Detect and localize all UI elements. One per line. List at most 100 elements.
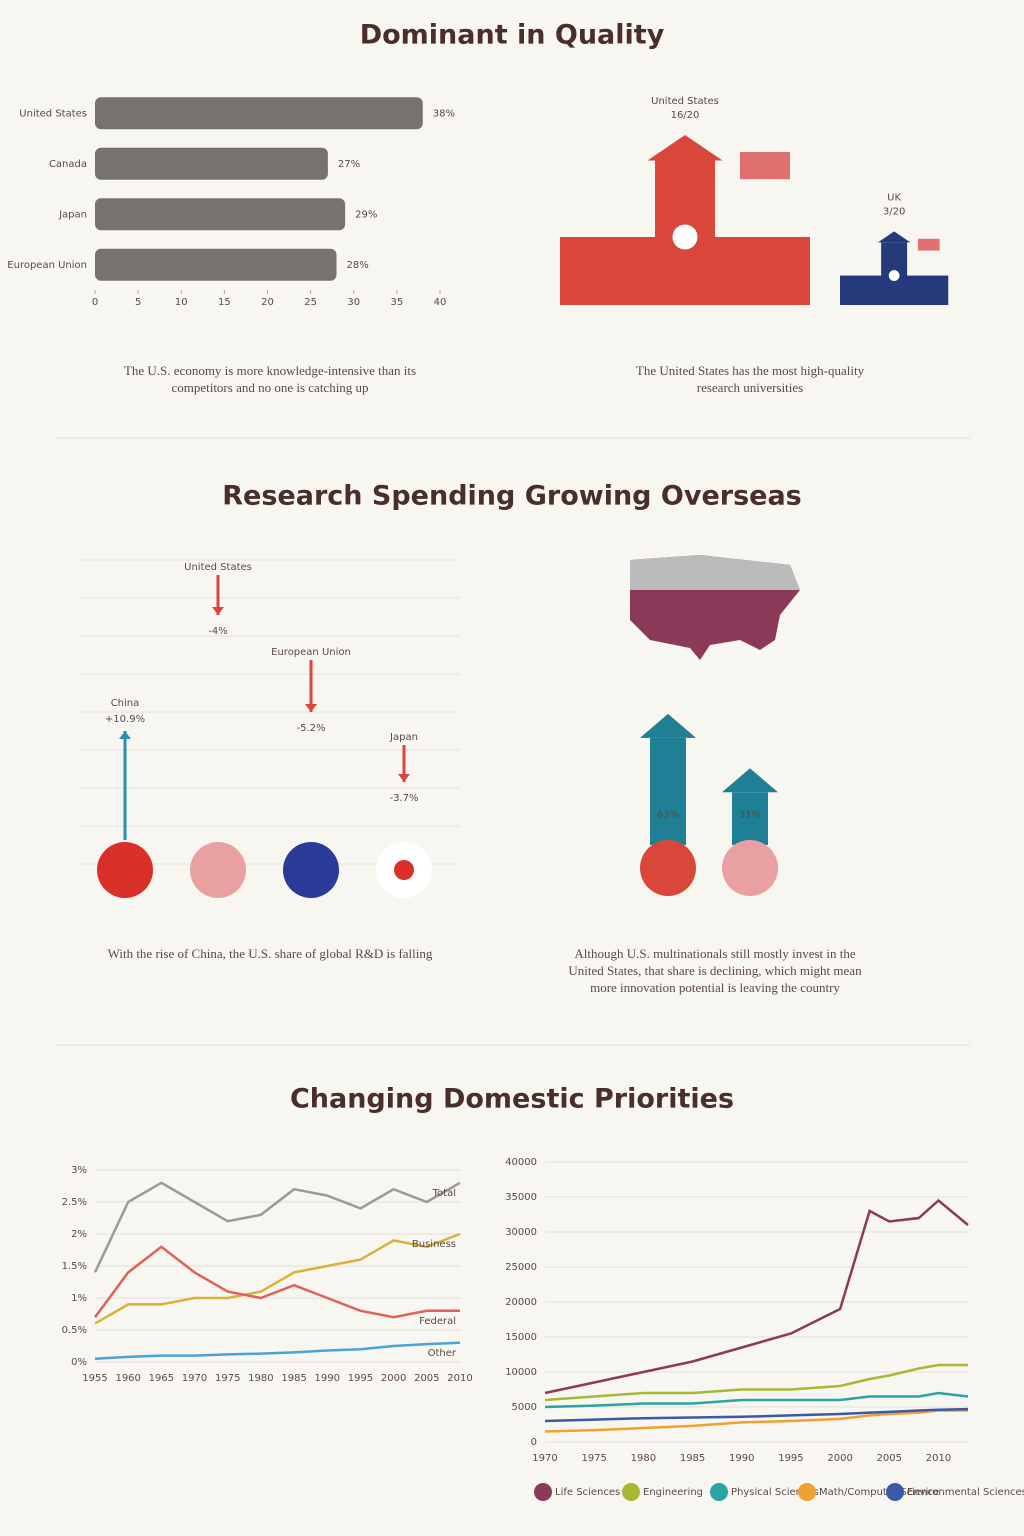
x-tick-label: 1955 — [82, 1373, 107, 1384]
x-tick-label: 0 — [92, 297, 98, 308]
caption-line: United States, that share is declining, … — [568, 963, 862, 978]
x-tick-label: 10 — [175, 297, 188, 308]
value-label: 31% — [739, 810, 761, 821]
x-tick-label: 1960 — [115, 1373, 140, 1384]
flag — [917, 238, 940, 251]
series-label: Total — [432, 1188, 456, 1199]
category-label: European Union — [271, 647, 351, 658]
x-tick-label: 2005 — [877, 1453, 902, 1464]
x-tick-label: 1995 — [778, 1453, 803, 1464]
legend-label: Environmental Sciences — [907, 1487, 1024, 1498]
value-label: -5.2% — [296, 723, 325, 734]
y-tick-label: 3% — [71, 1165, 87, 1176]
x-tick-label: 2010 — [926, 1453, 951, 1464]
x-tick-label: 2005 — [414, 1373, 439, 1384]
line — [93, 1245, 460, 1319]
value-label: 16/20 — [671, 110, 700, 121]
y-tick-label: 1% — [71, 1293, 87, 1304]
category-label: Japan — [389, 732, 418, 743]
clock — [672, 224, 698, 250]
arrow-head — [119, 731, 131, 739]
legend-label: Life Sciences — [555, 1487, 620, 1498]
arrow-head — [212, 607, 224, 615]
y-tick-label: 40000 — [505, 1157, 537, 1168]
x-tick-label: 1975 — [581, 1453, 606, 1464]
category-label: United States — [184, 562, 252, 573]
value-label: 28% — [347, 260, 369, 271]
y-tick-label: European Union — [7, 260, 87, 271]
x-tick-label: 1965 — [149, 1373, 174, 1384]
x-tick-label: 1985 — [680, 1453, 705, 1464]
legend-label: Physical Sciences — [731, 1487, 819, 1498]
x-tick-label: 5 — [135, 297, 141, 308]
caption: The United States has the most high-qual… — [636, 363, 865, 395]
x-tick-label: 1980 — [248, 1373, 273, 1384]
y-tick-label: Japan — [58, 209, 87, 220]
value-label: 29% — [355, 209, 377, 220]
y-tick-label: 2% — [71, 1229, 87, 1240]
us-map-top — [630, 555, 800, 590]
x-tick-label: 2000 — [381, 1373, 406, 1384]
value-label: 63% — [657, 810, 679, 821]
building-roof — [647, 135, 723, 161]
line — [94, 1341, 461, 1361]
arrow-head — [722, 768, 778, 793]
y-tick-label: United States — [19, 108, 87, 119]
building — [840, 231, 949, 305]
value-label: -4% — [208, 626, 227, 637]
caption-line: The United States has the most high-qual… — [636, 363, 865, 378]
section-title: Changing Domestic Priorities — [290, 1084, 734, 1115]
arrow-head — [640, 713, 696, 738]
series-label: Other — [428, 1348, 457, 1359]
x-tick-label: 2000 — [827, 1453, 852, 1464]
bar — [95, 248, 337, 281]
x-tick-label: 20 — [261, 297, 274, 308]
arrow-head — [398, 774, 410, 782]
x-tick-label: 1970 — [182, 1373, 207, 1384]
y-tick-label: 20000 — [505, 1297, 537, 1308]
y-tick-label: 25000 — [505, 1262, 537, 1273]
legend-swatch — [886, 1483, 904, 1501]
bar — [95, 147, 328, 180]
caption: The U.S. economy is more knowledge-inten… — [124, 363, 416, 395]
caption-line: With the rise of China, the U.S. share o… — [108, 946, 433, 961]
x-tick-label: 1990 — [729, 1453, 754, 1464]
x-tick-label: 1985 — [281, 1373, 306, 1384]
y-tick-label: 2.5% — [62, 1197, 87, 1208]
value-label: -3.7% — [389, 793, 418, 804]
y-tick-label: 10000 — [505, 1367, 537, 1378]
x-tick-label: 40 — [434, 297, 447, 308]
y-tick-label: 0.5% — [62, 1325, 87, 1336]
y-tick-label: 1.5% — [62, 1261, 87, 1272]
building — [560, 135, 810, 305]
arrow — [650, 737, 686, 845]
bar — [95, 198, 346, 231]
series-label: Federal — [419, 1316, 456, 1327]
legend-swatch — [798, 1483, 816, 1501]
x-tick-label: 1995 — [348, 1373, 373, 1384]
flag — [283, 842, 339, 898]
caption-line: The U.S. economy is more knowledge-inten… — [124, 363, 416, 378]
flag — [97, 842, 153, 898]
y-tick-label: 35000 — [505, 1192, 537, 1203]
line — [544, 1409, 968, 1433]
caption-line: competitors and no one is catching up — [171, 380, 368, 395]
x-tick-label: 1980 — [631, 1453, 656, 1464]
x-tick-label: 1970 — [532, 1453, 557, 1464]
section-title: Research Spending Growing Overseas — [222, 481, 802, 512]
legend-swatch — [534, 1483, 552, 1501]
y-tick-label: Canada — [49, 159, 87, 170]
value-label: 38% — [433, 108, 455, 119]
caption: Although U.S. multinationals still mostl… — [568, 946, 862, 995]
flag-dot — [394, 860, 414, 880]
value-label: 3/20 — [883, 206, 905, 217]
value-label: +10.9% — [105, 714, 145, 725]
bar — [95, 97, 423, 130]
caption: With the rise of China, the U.S. share o… — [108, 946, 433, 961]
x-tick-label: 15 — [218, 297, 231, 308]
category-label: UK — [887, 192, 901, 203]
arrow — [732, 792, 768, 845]
value-label: 27% — [338, 159, 360, 170]
